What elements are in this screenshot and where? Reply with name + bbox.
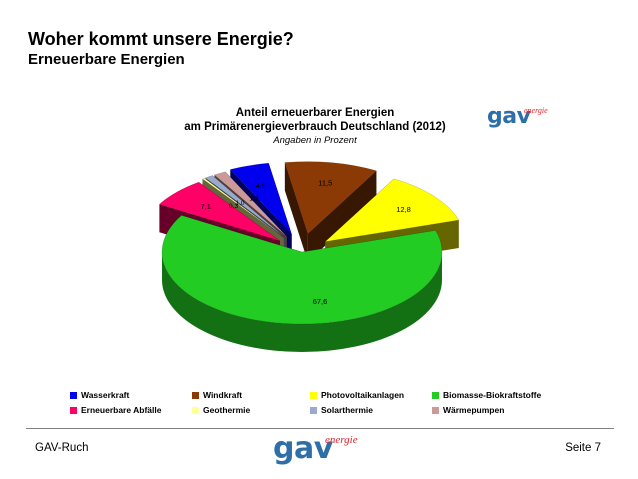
slide-title: Woher kommt unsere Energie? [28, 29, 294, 49]
gav-logo-small: gav energie [487, 104, 557, 134]
legend-item-biomasse-biokraftstoffe: Biomasse-Biokraftstoffe [432, 390, 541, 400]
pie-slice-windkraft [284, 161, 377, 235]
pie-label-windkraft: 11,5 [318, 179, 332, 188]
legend-item-geothermie: Geothermie [192, 405, 250, 415]
legend-swatch [432, 391, 439, 399]
logo-word: gav [273, 431, 333, 466]
logo-word: gav [487, 104, 531, 129]
legend-swatch [310, 406, 317, 414]
pie-label-solarthermie: 1,0 [236, 200, 245, 207]
legend-swatch [70, 391, 77, 399]
pie-slice-geothermie [201, 177, 284, 238]
pie-label-erneuerbare-abf-lle: 7,1 [200, 202, 210, 211]
pie-slice-wasserkraft [229, 162, 292, 235]
footer-divider [26, 428, 614, 429]
pie-data-labels: 4,9 11,5 12,8 67,6 7,1 0,31,0 1,5 [200, 179, 410, 306]
footer-author: GAV-Ruch [35, 442, 89, 454]
legend-item-erneuerbare-abf-lle: Erneuerbare Abfälle [70, 405, 161, 415]
legend-item-photovoltaikanlagen: Photovoltaikanlagen [310, 390, 404, 400]
legend-label: Solarthermie [321, 405, 373, 415]
chart-subtitle: Angaben in Prozent [273, 135, 357, 146]
logo-superscript: energie [325, 434, 358, 446]
pie-slice-w-rmepumpen [213, 171, 287, 237]
legend-label: Wasserkraft [81, 390, 130, 400]
pie-side-biomasse-biokraftstoffe [162, 252, 442, 352]
pie-wall-windkraft-0 [284, 162, 308, 262]
pie-wall-windkraft-1 [307, 170, 377, 262]
legend-label: Wärmepumpen [443, 405, 505, 415]
legend-swatch [432, 406, 439, 414]
pie-label-wasserkraft: 4,9 [256, 181, 266, 190]
legend-label: Windkraft [203, 390, 243, 400]
gav-logo-footer: gav energie [273, 432, 369, 472]
legend-item-windkraft: Windkraft [192, 390, 242, 400]
slide-subtitle: Erneuerbare Energien [28, 51, 185, 68]
pie-label-geothermie: 0,3 [229, 203, 238, 210]
pie-label-photovoltaikanlagen: 12,8 [396, 205, 411, 214]
legend-label: Photovoltaikanlagen [321, 390, 405, 400]
legend-item-solarthermie: Solarthermie [310, 405, 373, 415]
pie-slice-photovoltaikanlagen [324, 178, 460, 242]
chart-title-line-1: Anteil erneuerbarer Energien [235, 107, 395, 119]
pie-slice-erneuerbare-abf-lle [158, 181, 281, 242]
legend-swatch [192, 391, 199, 399]
legend-swatch [70, 406, 77, 414]
legend-label: Biomasse-Biokraftstoffe [443, 390, 542, 400]
legend-item-w-rmepumpen: Wärmepumpen [432, 405, 504, 415]
pie-tops [158, 161, 460, 325]
legend-swatch [310, 391, 317, 399]
pie-label-w-rmepumpen: 1,5 [249, 196, 258, 203]
pie-slice-biomasse-biokraftstoffe [161, 215, 443, 325]
pie-slice-solarthermie [205, 175, 285, 238]
legend-item-wasserkraft: Wasserkraft [70, 390, 129, 400]
pie-label-biomasse-biokraftstoffe: 67,6 [313, 297, 328, 306]
legend-swatch [192, 406, 199, 414]
logo-superscript: energie [524, 106, 548, 115]
legend-label: Geothermie [203, 405, 251, 415]
legend-label: Erneuerbare Abfälle [81, 405, 162, 415]
chart-title-line-2: am Primärenergieverbrauch Deutschland (2… [184, 121, 446, 133]
page-number: Seite 7 [565, 442, 601, 454]
